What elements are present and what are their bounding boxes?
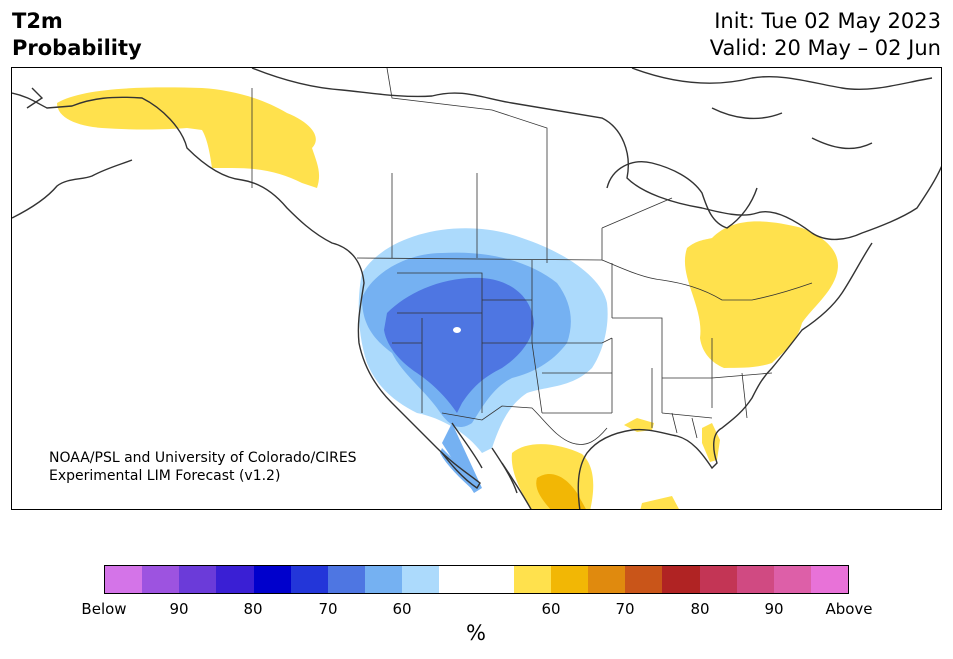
coastline-layer [12, 68, 941, 509]
colorbar-tick-label: Above [825, 600, 873, 618]
colorbar-tick-label: Below [81, 600, 127, 618]
forecast-map: NOAA/PSL and University of Colorado/CIRE… [11, 67, 942, 510]
colorbar-segment [662, 566, 700, 593]
colorbar-tick-label: 60 [541, 600, 561, 618]
credit-text: NOAA/PSL and University of Colorado/CIRE… [49, 449, 357, 485]
colorbar-segment [105, 566, 143, 593]
small-white-spot [453, 327, 461, 333]
title-line-2: Probability [12, 36, 142, 60]
border-layer [251, 68, 813, 445]
canada-provinces [386, 68, 673, 263]
baja-below [440, 448, 480, 491]
colorbar-segment [439, 566, 477, 593]
alaska-yukon-above [57, 87, 320, 188]
mexico-west-coast [501, 462, 532, 509]
great-lakes-northeast-above [684, 221, 838, 368]
date-info: Init: Tue 02 May 2023 Valid: 20 May – 02… [710, 8, 941, 62]
colorbar-segment [290, 566, 328, 593]
colorbar-tick-label: 80 [243, 600, 263, 618]
colorbar-tick-label: 60 [392, 600, 412, 618]
colorbar-segment [179, 566, 217, 593]
credit-line-1: NOAA/PSL and University of Colorado/CIRE… [49, 450, 357, 466]
mexico-above-2 [640, 496, 679, 509]
alaska-coast [12, 87, 133, 219]
colorbar-tick-label: 70 [615, 600, 635, 618]
colorbar-segment [402, 566, 440, 593]
gulf-coast-above [624, 418, 654, 432]
colorbar-segment [736, 566, 774, 593]
colorbar-segment [216, 566, 254, 593]
colorbar-segment [588, 566, 626, 593]
init-date: Init: Tue 02 May 2023 [714, 9, 941, 33]
shading-layer [57, 87, 838, 509]
colorbar-tick-label: 70 [318, 600, 338, 618]
colorbar-segment [699, 566, 737, 593]
colorbar-segment [365, 566, 403, 593]
florida-above [702, 423, 720, 462]
colorbar-tick-label: 90 [764, 600, 784, 618]
colorbar-segment [253, 566, 291, 593]
colorbar-segment [810, 566, 849, 593]
colorbar-segment [142, 566, 180, 593]
colorbar-segment [550, 566, 589, 593]
atlantic-coastline [577, 242, 873, 509]
colorbar-tick-label: 90 [169, 600, 189, 618]
credit-line-2: Experimental LIM Forecast (v1.2) [49, 468, 281, 484]
colorbar-unit: % [466, 621, 486, 645]
arctic-islands [631, 68, 933, 150]
hudson-bay [606, 161, 758, 229]
pacific-coastline [12, 92, 481, 489]
colorbar-segment [513, 566, 551, 593]
colorbar-segment [476, 566, 514, 593]
arctic-coast [251, 68, 941, 241]
colorbar-segment [625, 566, 663, 593]
colorbar-segment [327, 566, 366, 593]
us-canada-border [356, 257, 813, 301]
colorbar [104, 565, 849, 594]
us-states [392, 260, 773, 439]
mexico-above-70 [536, 474, 586, 509]
valid-range: Valid: 20 May – 02 Jun [709, 36, 941, 60]
map-svg [12, 68, 941, 509]
title-line-1: T2m [12, 9, 63, 33]
colorbar-segment [773, 566, 811, 593]
colorbar-tick-label: 80 [690, 600, 710, 618]
chart-title: T2m Probability [12, 8, 142, 62]
us-mexico-border [441, 405, 608, 445]
west-below-80 [384, 277, 534, 413]
